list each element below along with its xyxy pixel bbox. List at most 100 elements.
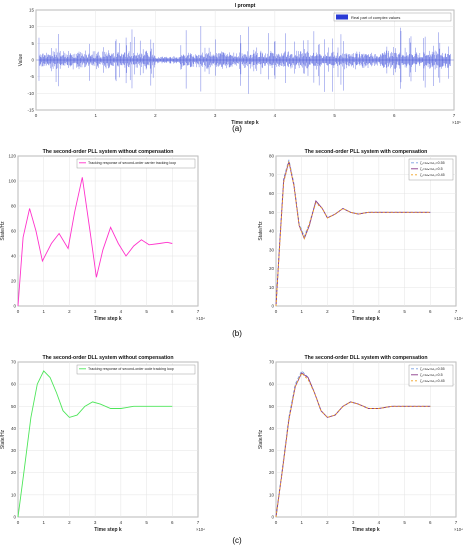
series-line-3 — [275, 161, 431, 307]
y-tick-label: 40 — [269, 426, 275, 431]
x-tick-label: 6 — [429, 520, 432, 525]
x-tick-label: 1 — [94, 113, 97, 118]
y-tick-label: 40 — [11, 426, 17, 431]
series-line-1 — [17, 177, 173, 307]
y-axis-label: Value — [18, 54, 24, 67]
x-tick-label: 3 — [352, 309, 355, 314]
x-axis-exponent: ×10⁴ — [196, 316, 205, 321]
x-tick-label: 7 — [197, 309, 200, 314]
x-tick-label: 4 — [378, 309, 381, 314]
y-tick-label: 40 — [11, 254, 17, 259]
chart-title: The second-order PLL system without comp… — [43, 149, 174, 155]
legend-label: Real part of complex values — [351, 15, 400, 20]
legend-box — [76, 364, 196, 375]
y-axis-label: State/Hz — [258, 429, 264, 449]
y-tick-label: 80 — [11, 204, 17, 209]
y-tick-label: 20 — [11, 470, 17, 475]
y-tick-label: 100 — [8, 179, 16, 184]
x-axis-exponent: ×10⁴ — [196, 527, 205, 532]
y-tick-label: 10 — [269, 492, 275, 497]
legend-label: Tracking response of second-order carrie… — [88, 161, 176, 165]
x-tick-label: 0 — [275, 520, 278, 525]
y-tick-label: 60 — [269, 382, 275, 387]
caption-c: (c) — [232, 536, 242, 545]
x-tick-label: 2 — [154, 113, 157, 118]
x-axis-exponent: ×10⁴ — [454, 316, 463, 321]
y-axis-label: State/Hz — [0, 221, 6, 241]
legend-label: Tracking response of second-order code t… — [88, 367, 174, 371]
x-tick-label: 6 — [171, 309, 174, 314]
legend-box — [408, 158, 454, 181]
legend-swatch — [336, 14, 348, 20]
panel-a-noise-chart: 0 1 2 3 4 5 6 7 -15 -10 -5 0 5 10 15 l prompt Time step … — [18, 3, 461, 126]
y-tick-label: 10 — [29, 24, 35, 29]
x-tick-label: 1 — [300, 520, 303, 525]
x-tick-label: 1 — [300, 309, 303, 314]
plot-area — [17, 361, 199, 518]
legend-label: ζ₁=ωₙ=ω₀=0.5 — [420, 373, 443, 377]
chart-title: l prompt — [235, 3, 256, 9]
x-axis-label: Time step k — [231, 120, 259, 126]
y-tick-label: 60 — [269, 191, 275, 196]
y-tick-label: 70 — [269, 360, 275, 365]
x-tick-label: 2 — [326, 520, 329, 525]
chart-title: The second-order DLL system with compens… — [305, 355, 428, 361]
legend-box — [76, 158, 196, 169]
x-tick-label: 7 — [453, 113, 456, 118]
x-tick-label: 0 — [17, 520, 20, 525]
legend-label: ζ₁=ωₙ=ω₀=0.45 — [420, 379, 445, 383]
y-tick-label: 70 — [269, 172, 275, 177]
x-tick-label: 4 — [378, 520, 381, 525]
chart-title: The second-order DLL system without comp… — [42, 355, 173, 361]
y-tick-label: 5 — [31, 41, 34, 46]
x-tick-label: 5 — [333, 113, 336, 118]
x-tick-label: 4 — [274, 113, 277, 118]
x-tick-label: 4 — [120, 309, 123, 314]
caption-b: (b) — [232, 329, 242, 338]
panel-b-pll-without-compensation: 0 1 2 3 4 5 6 7 0 20 40 60 80 100 120 The second-order … — [0, 149, 205, 322]
y-tick-label: 70 — [11, 360, 17, 365]
legend-label: ζ₁=ωₙ=ω₀=0.55 — [420, 367, 445, 371]
y-tick-label: 50 — [269, 404, 275, 409]
y-axis-label: State/Hz — [0, 429, 6, 449]
y-axis-label: State/Hz — [258, 221, 264, 241]
x-tick-label: 5 — [403, 309, 406, 314]
y-tick-label: 20 — [269, 470, 275, 475]
x-axis-label: Time step k — [352, 527, 380, 533]
x-tick-label: 3 — [352, 520, 355, 525]
x-tick-label: 5 — [145, 309, 148, 314]
x-tick-label: 7 — [455, 520, 458, 525]
y-tick-label: 0 — [271, 515, 274, 520]
x-tick-label: 2 — [326, 309, 329, 314]
y-tick-label: 0 — [271, 304, 274, 309]
x-axis-exponent: ×10⁴ — [454, 527, 463, 532]
y-tick-label: -5 — [30, 74, 34, 79]
x-tick-label: 7 — [455, 309, 458, 314]
x-tick-label: 7 — [197, 520, 200, 525]
x-tick-label: 0 — [275, 309, 278, 314]
x-tick-label: 0 — [35, 113, 38, 118]
plot-area — [275, 361, 457, 518]
y-tick-label: 30 — [269, 448, 275, 453]
legend-label: ζ₁=ωₙ=ω₀=0.5 — [420, 167, 443, 171]
y-tick-label: 20 — [11, 279, 17, 284]
y-tick-label: 30 — [269, 247, 275, 252]
y-tick-label: 80 — [269, 154, 275, 159]
x-axis-label: Time step k — [352, 316, 380, 322]
series-line-1 — [17, 370, 173, 518]
x-tick-label: 5 — [403, 520, 406, 525]
y-tick-label: 0 — [13, 515, 16, 520]
y-tick-label: 0 — [31, 58, 34, 63]
y-tick-label: 40 — [269, 229, 275, 234]
y-tick-label: -10 — [27, 91, 34, 96]
x-axis-exponent: ×10⁵ — [452, 120, 461, 125]
y-tick-label: -15 — [27, 108, 34, 113]
y-tick-label: 60 — [11, 382, 17, 387]
x-tick-label: 4 — [120, 520, 123, 525]
legend-label: ζ₁=ωₙ=ω₀=0.55 — [420, 161, 445, 165]
x-tick-label: 3 — [94, 309, 97, 314]
x-tick-label: 6 — [393, 113, 396, 118]
